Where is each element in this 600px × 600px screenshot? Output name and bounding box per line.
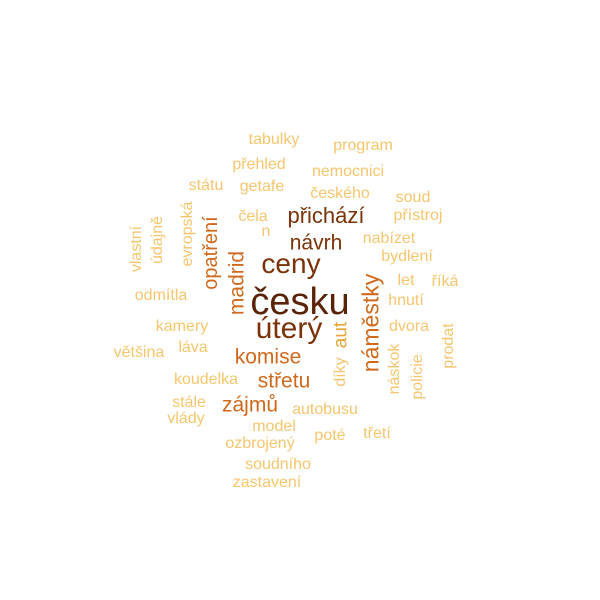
word-utery: úterý xyxy=(255,312,323,345)
word-evropska: evropská xyxy=(179,201,196,267)
word-policie: policie xyxy=(409,354,426,400)
word-vetsina: většina xyxy=(113,344,165,361)
word-diky: díky xyxy=(332,357,349,387)
word-cela: čela xyxy=(238,208,268,225)
word-nemocnici: nemocnici xyxy=(311,163,385,180)
word-lava: láva xyxy=(178,339,208,356)
word-autobusu: autobusu xyxy=(292,401,358,418)
word-soud: soud xyxy=(395,189,431,206)
word-stretu: střetu xyxy=(257,369,311,393)
word-nabizet: nabízet xyxy=(362,230,416,247)
word-dvora: dvora xyxy=(388,318,430,335)
word-odmitla: odmítla xyxy=(134,287,188,304)
word-treti: třetí xyxy=(363,425,391,442)
word-let: let xyxy=(397,272,415,289)
word-n: n xyxy=(261,223,271,240)
word-zajmu: zájmů xyxy=(221,393,279,417)
word-udajne: údajně xyxy=(149,215,166,265)
word-getafe: getafe xyxy=(239,178,285,195)
word-prodat: prodat xyxy=(440,323,457,369)
word-zastaveni: zastavení xyxy=(232,474,302,491)
word-stale: stále xyxy=(172,394,206,411)
word-aut: aut xyxy=(330,321,352,349)
word-program: program xyxy=(333,137,393,154)
word-namestky: náměstky xyxy=(357,273,384,373)
word-opatreni: opatření xyxy=(200,216,222,290)
word-tabulky: tabulky xyxy=(248,131,300,148)
word-ceskeho: českého xyxy=(310,185,370,202)
word-komise: komise xyxy=(234,345,302,369)
word-pote: poté xyxy=(314,427,346,444)
word-navrh: návrh xyxy=(289,231,343,255)
word-ozbrojeny: ozbrojený xyxy=(225,435,295,452)
word-vlastni: vlastní xyxy=(128,225,145,273)
word-madrid: madrid xyxy=(225,250,249,316)
word-kamery: kamery xyxy=(155,318,209,335)
word-prehled: přehled xyxy=(232,156,286,173)
word-soudniho: soudního xyxy=(245,456,311,473)
word-prichazi: přichází xyxy=(287,203,365,228)
word-hnuti: hnutí xyxy=(388,292,424,309)
word-bydleni: bydlení xyxy=(381,248,433,265)
word-rika: říká xyxy=(431,273,459,290)
word-statu: státu xyxy=(188,177,224,194)
word-ceny: ceny xyxy=(261,248,321,279)
word-vlady: vlády xyxy=(167,410,205,427)
word-koudelka: koudelka xyxy=(173,371,239,388)
word-cesku: česku xyxy=(250,281,350,323)
word-pristroj: přístroj xyxy=(393,207,443,224)
word-model: model xyxy=(252,418,296,435)
word-naskok: náskok xyxy=(386,343,403,395)
